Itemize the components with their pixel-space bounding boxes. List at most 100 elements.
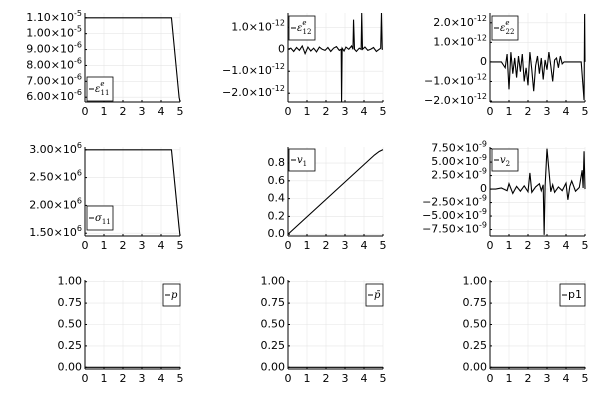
- x-tick-label: 1: [101, 372, 108, 385]
- subplot-8: 0 1 2 3 4 5 0.00 0.25 0.50 0.75 1.00 p̄: [261, 275, 387, 385]
- x-tick-label: 1: [101, 239, 108, 252]
- subplot-3: 0 1 2 3 4 52.0×10-121.0×10-120−1.0×10-12−2.0×…: [424, 13, 589, 118]
- series-line: [490, 148, 586, 235]
- y-tick-label: 5.00×10-9: [431, 153, 487, 169]
- legend: εe 22: [491, 15, 519, 41]
- x-tick-label: 3: [544, 239, 551, 252]
- legend-label: p: [171, 290, 178, 301]
- legend-label: σ11: [95, 213, 111, 227]
- y-tick-label: 0.2: [268, 209, 286, 222]
- y-tick-label: 0.00: [58, 360, 83, 373]
- y-tick-label: −2.50×10-9: [422, 193, 487, 209]
- x-tick-label: 3: [342, 372, 349, 385]
- legend: p̄: [365, 283, 384, 307]
- y-tick-label: −7.50×10-9: [422, 220, 487, 236]
- x-tick-label: 3: [139, 372, 146, 385]
- x-tick-label: 3: [342, 239, 349, 252]
- legend-label: p̄: [374, 290, 381, 301]
- y-tick-label: 0.75: [261, 296, 286, 309]
- legend-label: v2: [500, 155, 510, 169]
- y-tick-label: 8.00×10-6: [26, 56, 82, 72]
- x-tick-label: 0: [487, 372, 494, 385]
- subplot-1: 0 1 2 3 4 5 6.00×10-67.00×10-68.00×10-69.00×10…: [26, 8, 183, 118]
- x-tick-label: 1: [304, 105, 311, 118]
- x-tick-label: 1: [506, 239, 513, 252]
- y-tick-label: 1.0×10-12: [231, 18, 285, 34]
- y-tick-label: −1.0×10-12: [424, 72, 487, 88]
- subplot-4: 0 1 2 3 4 5 1.50×106 2.00×106 2.50×106 3.00×106 σ1…: [29, 140, 183, 252]
- y-tick-label: 0.00: [463, 360, 488, 373]
- x-tick-label: 5: [177, 372, 184, 385]
- legend-box: [365, 283, 384, 307]
- series-line: [85, 149, 181, 237]
- y-tick-label: 0.50: [463, 318, 488, 331]
- x-tick-label: 2: [525, 239, 532, 252]
- y-tick-label: 1.00: [261, 275, 286, 288]
- legend-label: p1: [568, 288, 582, 301]
- legend-label: εe 22: [500, 19, 514, 36]
- x-tick-label: 3: [342, 105, 349, 118]
- y-tick-label: −1.0×10-12: [222, 62, 285, 78]
- legend-label: εe 11: [95, 80, 109, 97]
- y-tick-label: 0.50: [261, 318, 286, 331]
- legend-box: [491, 148, 519, 172]
- series-line: [490, 13, 586, 101]
- x-tick-label: 2: [323, 239, 330, 252]
- x-tick-label: 0: [82, 239, 89, 252]
- legend-box: [162, 283, 181, 307]
- y-tick-label: 2.50×106: [29, 168, 82, 184]
- series-line: [85, 17, 181, 103]
- x-tick-label: 3: [544, 372, 551, 385]
- x-tick-label: 4: [361, 239, 368, 252]
- x-tick-label: 3: [139, 105, 146, 118]
- series-line: [288, 149, 384, 235]
- x-tick-label: 5: [380, 105, 387, 118]
- y-tick-label: 0: [278, 42, 285, 55]
- y-tick-label: 1.00×10-5: [26, 24, 82, 40]
- legend-box: [559, 283, 586, 307]
- x-tick-label: 4: [563, 372, 570, 385]
- y-tick-label: 0.25: [463, 339, 488, 352]
- y-tick-label: 0.25: [58, 339, 83, 352]
- y-tick-label: −2.0×10-12: [222, 84, 285, 100]
- y-tick-label: 0: [480, 55, 487, 68]
- x-tick-label: 2: [323, 105, 330, 118]
- y-tick-label: 0.6: [268, 174, 286, 187]
- legend: v1: [288, 148, 316, 172]
- legend-box: [288, 148, 316, 172]
- x-tick-label: 5: [177, 105, 184, 118]
- x-tick-label: 0: [487, 239, 494, 252]
- x-tick-label: 2: [525, 105, 532, 118]
- legend: σ11: [86, 205, 114, 231]
- subplot-9: 0 1 2 3 4 5 0.00 0.25 0.50 0.75 1.00 p1: [463, 275, 589, 385]
- y-tick-label: 0: [480, 182, 487, 195]
- legend-label: εe 12: [297, 19, 311, 36]
- y-tick-label: 0.75: [463, 296, 488, 309]
- legend: p1: [559, 283, 586, 307]
- x-tick-label: 0: [285, 372, 292, 385]
- x-tick-label: 2: [323, 372, 330, 385]
- legend: εe 12: [288, 15, 316, 41]
- x-tick-label: 4: [361, 372, 368, 385]
- y-tick-label: 6.00×10-6: [26, 88, 82, 104]
- y-tick-label: 2.0×10-12: [433, 13, 487, 29]
- x-tick-label: 4: [563, 105, 570, 118]
- x-tick-label: 1: [304, 372, 311, 385]
- x-tick-label: 0: [82, 105, 89, 118]
- y-tick-label: 9.00×10-6: [26, 40, 82, 56]
- y-tick-label: −2.0×10-12: [424, 92, 487, 108]
- x-tick-label: 4: [563, 239, 570, 252]
- y-tick-label: 1.00: [58, 275, 83, 288]
- x-tick-label: 0: [487, 105, 494, 118]
- y-tick-label: 1.50×106: [29, 224, 82, 240]
- x-tick-label: 3: [139, 239, 146, 252]
- x-tick-label: 0: [285, 105, 292, 118]
- y-tick-label: 2.00×106: [29, 196, 82, 212]
- y-tick-label: 0.4: [268, 192, 286, 205]
- x-tick-label: 2: [120, 239, 127, 252]
- x-tick-label: 0: [82, 372, 89, 385]
- x-tick-label: 1: [506, 372, 513, 385]
- y-tick-label: 0.75: [58, 296, 83, 309]
- y-tick-label: 1.0×10-12: [433, 33, 487, 49]
